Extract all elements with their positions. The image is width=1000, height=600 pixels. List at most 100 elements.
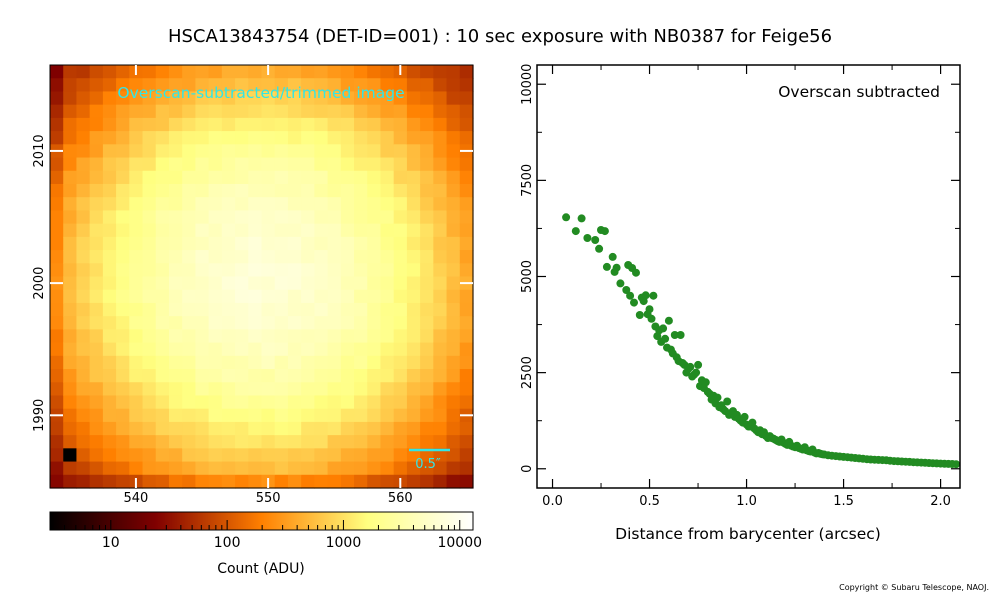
- heatmap-cell: [380, 289, 395, 304]
- heatmap-cell: [142, 157, 157, 172]
- heatmap-cell: [168, 355, 183, 370]
- heatmap-cell: [182, 382, 197, 397]
- heatmap-cell: [208, 369, 223, 383]
- image-annotation: Overscan-subtracted/trimmed image: [117, 84, 404, 102]
- heatmap-cell: [261, 302, 276, 317]
- heatmap-cell: [406, 91, 421, 106]
- heatmap-cell: [261, 183, 276, 198]
- heatmap-cell: [102, 408, 117, 423]
- profile-ytick-label: 2500: [520, 356, 535, 389]
- heatmap-cell: [102, 395, 117, 410]
- heatmap-cell: [248, 157, 263, 172]
- heatmap-cell: [459, 263, 474, 278]
- heatmap-cell: [76, 329, 91, 344]
- heatmap-cell: [459, 395, 474, 410]
- heatmap-cell: [393, 236, 408, 251]
- heatmap-cell: [380, 263, 395, 278]
- heatmap-cell: [393, 78, 408, 93]
- heatmap-cell: [367, 197, 382, 212]
- heatmap-cell: [446, 78, 461, 93]
- heatmap-cell: [340, 236, 355, 251]
- heatmap-cell: [208, 263, 223, 278]
- heatmap-cell: [327, 263, 342, 278]
- heatmap-cell: [433, 355, 448, 370]
- heatmap-cell: [274, 104, 289, 119]
- heatmap-cell: [235, 236, 249, 251]
- heatmap-cell: [50, 170, 64, 185]
- heatmap-cell: [168, 448, 183, 463]
- heatmap-cell: [393, 329, 408, 344]
- heatmap-cell: [446, 104, 461, 119]
- heatmap-cell: [433, 144, 448, 159]
- heatmap-cell: [208, 210, 223, 225]
- heatmap-cell: [380, 104, 395, 119]
- heatmap-cell: [208, 236, 223, 251]
- heatmap-cell: [63, 157, 78, 172]
- colorbar-label: Count (ADU): [217, 561, 305, 577]
- heatmap-cell: [274, 302, 289, 317]
- heatmap-cell: [301, 78, 315, 93]
- heatmap-cell: [142, 316, 157, 330]
- heatmap-cell: [102, 369, 117, 383]
- heatmap-cell: [420, 355, 434, 370]
- heatmap-cell: [182, 210, 197, 225]
- heatmap-cell: [446, 448, 461, 463]
- heatmap-cell: [155, 342, 170, 357]
- heatmap-cell: [367, 276, 382, 291]
- heatmap-cell: [459, 435, 474, 449]
- heatmap-cell: [367, 395, 382, 410]
- heatmap-cell: [195, 157, 210, 172]
- heatmap-cell: [102, 355, 117, 370]
- heatmap-cell: [354, 369, 368, 383]
- scatter-point: [664, 316, 673, 325]
- heatmap-cell: [235, 250, 249, 264]
- heatmap-cell: [420, 329, 434, 344]
- heatmap-cell: [287, 435, 302, 449]
- heatmap-cell: [63, 78, 78, 93]
- heatmap-cell: [367, 250, 382, 264]
- heatmap-cell: [327, 461, 342, 476]
- scatter-point: [713, 393, 722, 402]
- profile-ticks: 0.0 0.5 1.0 1.5 2.0 0 2500 5000 7500 10000: [520, 64, 960, 509]
- heatmap-cell: [446, 316, 461, 330]
- heatmap-cell: [459, 91, 474, 106]
- heatmap-cell: [301, 157, 315, 172]
- heatmap-cell: [208, 329, 223, 344]
- heatmap-cell: [459, 78, 474, 93]
- heatmap-cell: [50, 382, 64, 397]
- heatmap-cell: [354, 355, 368, 370]
- heatmap-cell: [433, 474, 448, 489]
- heatmap-cell: [89, 157, 104, 172]
- heatmap-cell: [102, 183, 117, 198]
- scatter-point: [701, 378, 710, 387]
- heatmap-cell: [433, 65, 448, 79]
- heatmap-cell: [301, 263, 315, 278]
- heatmap-cell: [89, 369, 104, 383]
- heatmap-cell: [393, 302, 408, 317]
- heatmap-cell: [393, 316, 408, 330]
- heatmap-cell: [168, 65, 183, 79]
- scatter-point: [686, 362, 695, 371]
- scatter-point: [571, 227, 580, 236]
- heatmap-cell: [155, 329, 170, 344]
- heatmap-cell: [248, 131, 263, 145]
- heatmap-cell: [235, 289, 249, 304]
- heatmap-cell: [340, 144, 355, 159]
- heatmap-cell: [89, 408, 104, 423]
- heatmap-cell: [301, 104, 315, 119]
- heatmap-cell: [380, 210, 395, 225]
- heatmap-cell: [314, 263, 329, 278]
- heatmap-cell: [274, 342, 289, 357]
- heatmap-cell: [261, 329, 276, 344]
- heatmap-cell: [287, 355, 302, 370]
- heatmap-cell: [116, 197, 130, 212]
- heatmap-cell: [420, 78, 434, 93]
- heatmap-cell: [76, 289, 91, 304]
- heatmap-cell: [340, 461, 355, 476]
- heatmap-cell: [367, 263, 382, 278]
- heatmap-cell: [354, 183, 368, 198]
- heatmap-cell: [168, 157, 183, 172]
- heatmap-cell: [63, 276, 78, 291]
- heatmap-cell: [168, 382, 183, 397]
- heatmap-cell: [367, 408, 382, 423]
